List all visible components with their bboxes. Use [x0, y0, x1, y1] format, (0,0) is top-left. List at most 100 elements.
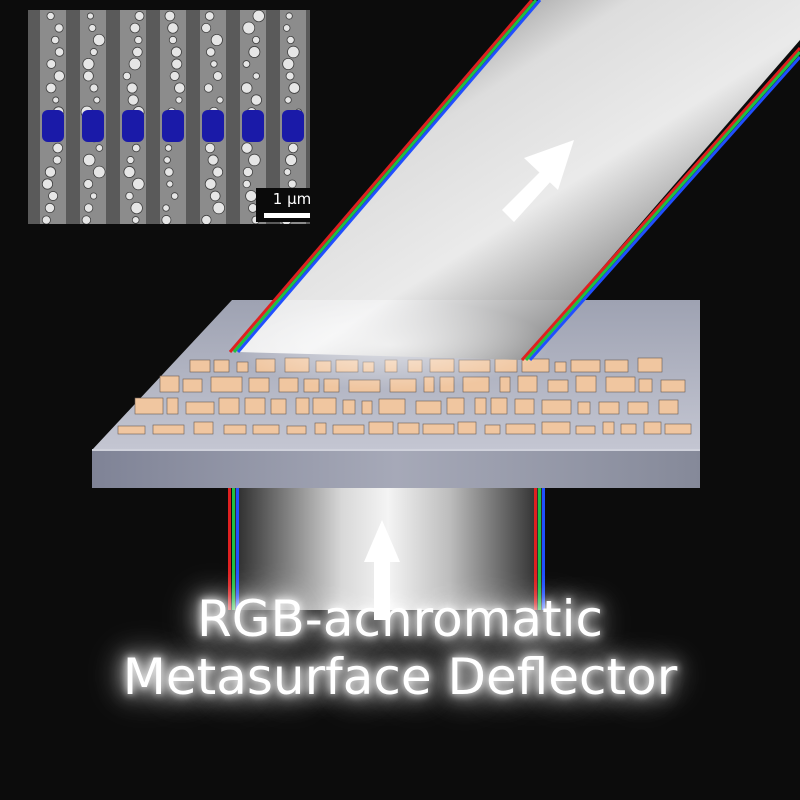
sem-feature [93, 96, 101, 104]
sem-feature [52, 142, 64, 154]
sem-feature [209, 190, 221, 202]
sem-feature [207, 154, 219, 166]
sem-feature [287, 45, 300, 59]
sem-feature [201, 22, 212, 34]
highlighted-unit-cell [242, 110, 264, 142]
highlighted-unit-cell [282, 110, 304, 142]
sem-feature [122, 71, 132, 81]
sem-feature [287, 179, 297, 189]
sem-feature [242, 166, 253, 178]
sem-feature [283, 168, 292, 176]
sem-feature [204, 11, 215, 21]
sem-feature [201, 214, 212, 224]
sem-feature [213, 71, 223, 81]
nanopillar [368, 421, 394, 435]
nanopillar [185, 401, 215, 415]
sem-feature [288, 82, 301, 94]
nanopillar [484, 424, 501, 435]
sem-feature [242, 179, 251, 189]
highlighted-unit-cell [162, 110, 184, 142]
caption-line-2: Metasurface Deflector [122, 648, 678, 706]
sem-feature [127, 94, 139, 106]
sem-feature [95, 144, 104, 152]
sem-inset-image: 1 µm [28, 10, 310, 224]
nanopillar [248, 377, 270, 393]
scale-bar-line [264, 213, 310, 218]
sem-feature [126, 82, 138, 94]
beam-edge-left [228, 0, 542, 353]
sem-feature [248, 46, 261, 58]
nanopillar [554, 361, 567, 373]
sem-feature [52, 155, 62, 165]
nanopillar [446, 397, 465, 415]
sem-feature [252, 72, 260, 80]
sem-feature [92, 165, 106, 179]
sem-feature [284, 96, 292, 104]
sem-feature [53, 70, 65, 82]
highlighted-unit-cell [82, 110, 104, 142]
nanopillar [627, 401, 649, 415]
sem-feature [242, 60, 251, 68]
sem-feature [241, 82, 253, 94]
sem-feature [48, 191, 59, 201]
sem-feature [210, 33, 223, 47]
scale-bar-label: 1 µm [272, 190, 310, 208]
sem-feature [126, 156, 135, 164]
sem-feature [82, 153, 96, 167]
sem-feature [288, 142, 299, 154]
nanopillar [620, 423, 637, 435]
sem-feature [83, 70, 94, 82]
sem-feature [163, 156, 171, 164]
sem-feature [54, 47, 65, 57]
sem-feature [252, 35, 261, 45]
nanopillar [332, 424, 365, 435]
nanopillar [415, 400, 442, 415]
sem-feature [285, 12, 293, 20]
sem-feature [132, 143, 141, 153]
sem-feature [245, 190, 257, 202]
nanopillar [397, 422, 420, 435]
sem-feature [164, 144, 173, 152]
nanopillar [361, 400, 373, 415]
sem-feature [203, 83, 214, 93]
sem-feature [46, 59, 57, 69]
sem-feature [174, 82, 186, 94]
sem-feature [130, 201, 143, 215]
sem-feature [86, 12, 94, 20]
sem-feature [242, 21, 256, 35]
sem-feature [134, 11, 145, 21]
sem-feature [204, 142, 216, 154]
nanopillar [223, 424, 247, 435]
sem-feature [90, 192, 98, 200]
nanopillar [193, 421, 214, 435]
nanopillar [602, 421, 615, 435]
sem-feature [125, 191, 134, 201]
sem-feature [250, 94, 262, 106]
sem-feature [41, 178, 54, 190]
highlighted-unit-cell [42, 110, 64, 142]
sem-feature [282, 24, 291, 32]
sem-feature [212, 201, 225, 215]
nanopillar [658, 399, 679, 415]
nanopillar [117, 425, 146, 435]
sem-feature [128, 57, 142, 71]
nanopillar [490, 397, 508, 415]
nanopillar [541, 399, 572, 415]
sem-feature [162, 204, 170, 212]
sem-feature [51, 35, 60, 45]
nanopillar [575, 425, 596, 435]
nanopillar [342, 399, 356, 415]
nanopillar [457, 421, 477, 435]
nanopillar [541, 421, 571, 435]
sem-feature [44, 166, 57, 178]
nanopillar [505, 423, 536, 435]
sem-feature [167, 22, 179, 34]
sem-feature [206, 47, 216, 57]
sem-feature [131, 216, 140, 224]
nanopillar [598, 401, 620, 415]
sem-feature [169, 71, 180, 81]
sem-feature [285, 71, 295, 81]
sem-feature [252, 10, 265, 23]
sem-feature [92, 33, 106, 47]
